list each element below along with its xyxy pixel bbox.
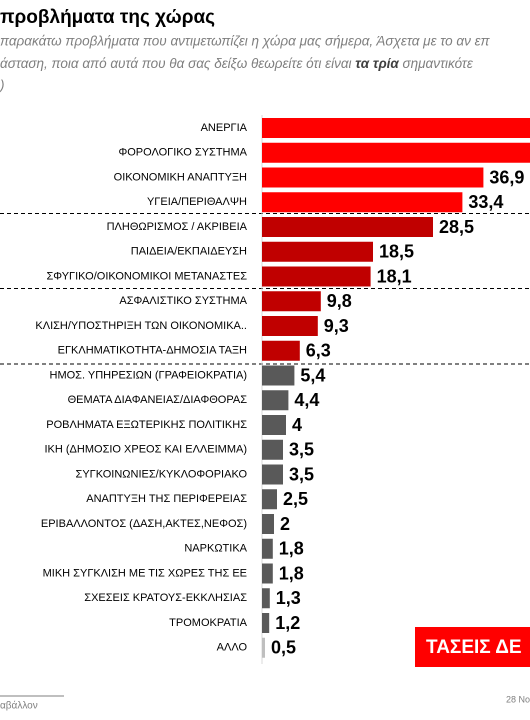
bar	[262, 118, 530, 138]
category-label: ΟΙΚΟΝΟΜΙΚΗ ΑΝΑΠΤΥΞΗ	[114, 171, 247, 183]
bar	[262, 167, 484, 188]
bar	[262, 192, 463, 213]
bar	[262, 142, 530, 163]
bar	[262, 415, 286, 435]
category-label: ΘΕΜΑΤΑ ΔΙΑΦΑΝΕΙΑΣ/ΔΙΑΦΘΟΡΑΣ	[68, 394, 248, 406]
bar	[262, 365, 295, 386]
bar	[262, 464, 283, 485]
category-label: ΗΜΟΣ. ΥΠΗΡΕΣΙΩΝ (ΓΡΑΦΕΙΟΚΡΑΤΙΑ)	[50, 369, 248, 381]
bar	[262, 390, 289, 411]
bar	[262, 340, 300, 361]
badge: ΤΑΣΕΙΣ ΔΕ	[426, 637, 522, 658]
value-label: 2,5	[283, 489, 308, 509]
category-label: ΙΚΗ (ΔΗΜΟΣΙΟ ΧΡΕΟΣ ΚΑΙ ΕΛΛΕΙΜΜΑ)	[45, 444, 248, 456]
bar	[262, 266, 371, 287]
bar	[262, 439, 283, 460]
value-label: 9,3	[324, 316, 349, 336]
value-label: 1,8	[279, 563, 304, 583]
value-label: 0,5	[271, 638, 296, 658]
value-label: 18,5	[379, 242, 414, 262]
footer-date: 28 Νο	[506, 694, 530, 704]
subtitle-part: άσταση, ποια από αυτά που θα σας δείξω θ…	[0, 56, 355, 71]
subtitle: άσταση, ποια από αυτά που θα σας δείξω θ…	[0, 56, 474, 71]
category-label: ΕΡΙΒΑΛΛΟΝΤΟΣ (ΔΑΣΗ,ΑΚΤΕΣ,ΝΕΦΟΣ)	[41, 518, 247, 530]
value-label: 1,3	[276, 588, 301, 608]
value-label: 18,1	[377, 266, 412, 286]
category-label: ΑΣΦΑΛΙΣΤΙΚΟ ΣΥΣΤΗΜΑ	[119, 295, 247, 307]
category-label: ΠΑΙΔΕΙΑ/ΕΚΠΑΙΔΕΥΣΗ	[131, 246, 247, 258]
bar	[262, 613, 270, 633]
bar	[262, 217, 433, 237]
value-label: 5,4	[300, 365, 325, 385]
bar	[262, 538, 273, 559]
category-label: ΡΟΒΛΗΜΑΤΑ ΕΞΩΤΕΡΙΚΗΣ ΠΟΛΙΤΙΚΗΣ	[46, 419, 247, 431]
bar	[262, 514, 274, 534]
category-label: ΕΓΚΛΗΜΑΤΙΚΟΤΗΤΑ-ΔΗΜΟΣΙΑ ΤΑΞΗ	[58, 345, 247, 357]
category-label: ΑΛΛΟ	[217, 642, 248, 654]
value-label: 4,4	[294, 390, 319, 410]
subtitle: )	[0, 78, 5, 93]
category-label: ΜΙΚΗ ΣΥΓΚΛΙΣΗ ΜΕ ΤΙΣ ΧΩΡΕΣ ΤΗΣ ΕΕ	[43, 567, 247, 579]
chart-title: προβλήματα της χώρας	[0, 7, 215, 28]
category-label: ΝΑΡΚΩΤΙΚΑ	[184, 543, 247, 555]
category-label: ΑΝΑΠΤΥΞΗ ΤΗΣ ΠΕΡΙΦΕΡΕΙΑΣ	[86, 493, 247, 505]
value-label: 1,2	[275, 613, 300, 633]
subtitle-bold: τα τρία	[355, 56, 399, 71]
category-label: ΤΡΟΜΟΚΡΑΤΙΑ	[169, 617, 247, 629]
bar	[262, 241, 373, 262]
value-label: 33,4	[468, 192, 503, 212]
value-label: 3,5	[289, 464, 314, 484]
bar	[262, 489, 277, 510]
bar	[262, 291, 321, 312]
category-label: ΣΧΕΣΕΙΣ ΚΡΑΤΟΥΣ-ΕΚΚΛΗΣΙΑΣ	[84, 592, 247, 604]
footer-source: αβάλλον	[0, 700, 38, 712]
value-label: 28,5	[439, 217, 474, 237]
value-label: 36,9	[489, 167, 524, 187]
category-label: ΣΥΓΚΟΙΝΩΝΙΕΣ/ΚΥΚΛΟΦΟΡΙΑΚΟ	[76, 468, 248, 480]
bar	[262, 563, 273, 584]
category-label: ΦΟΡΟΛΟΓΙΚΟ ΣΥΣΤΗΜΑ	[118, 147, 247, 159]
value-label: 6,3	[306, 341, 331, 361]
value-label: 2	[280, 514, 290, 534]
category-label: ΚΛΙΣΗ/ΥΠΟΣΤΗΡΙΞΗ ΤΩΝ ΟΙΚΟΝΟΜΙΚΑ..	[35, 320, 247, 332]
category-label: ΣΦΥΓΙΚΟ/ΟΙΚΟΝΟΜΙΚΟΙ ΜΕΤΑΝΑΣΤΕΣ	[46, 270, 247, 282]
subtitle-part: σημαντικότε	[399, 56, 474, 71]
bar	[262, 316, 318, 336]
category-label: ΥΓΕΙΑ/ΠΕΡΙΘΑΛΨΗ	[147, 196, 247, 208]
category-label: ΠΛΗΘΩΡΙΣΜΟΣ / ΑΚΡΙΒΕΙΑ	[107, 221, 248, 233]
value-label: 9,8	[327, 291, 352, 311]
bar	[262, 637, 265, 658]
value-label: 3,5	[289, 440, 314, 460]
subtitle: παρακάτω προβλήματα που αντιμετωπίζει η …	[0, 34, 490, 49]
badge-box	[415, 627, 530, 667]
bar	[262, 588, 270, 609]
category-label: ΑΝΕΡΓΙΑ	[201, 122, 248, 134]
value-label: 1,8	[279, 539, 304, 559]
value-label: 4	[292, 415, 302, 435]
